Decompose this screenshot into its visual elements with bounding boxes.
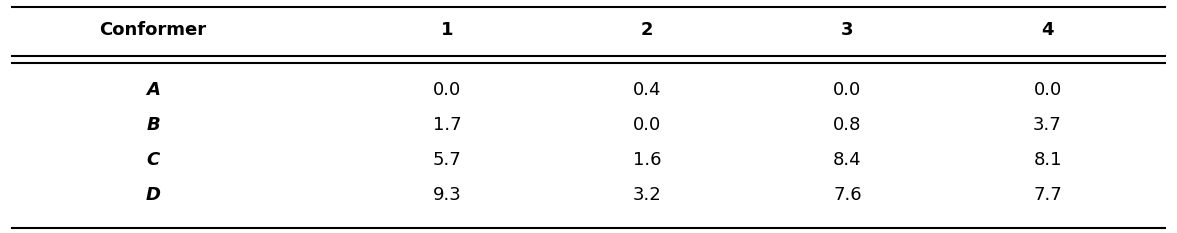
Text: 1.7: 1.7 — [433, 116, 461, 134]
Text: 0.0: 0.0 — [633, 116, 661, 134]
Text: 2: 2 — [641, 21, 653, 39]
Text: 5.7: 5.7 — [433, 151, 461, 169]
Text: 0.4: 0.4 — [633, 81, 661, 99]
Text: 3: 3 — [842, 21, 853, 39]
Text: 7.7: 7.7 — [1033, 186, 1062, 204]
Text: 0.8: 0.8 — [833, 116, 862, 134]
Text: 1.6: 1.6 — [633, 151, 661, 169]
Text: 3.7: 3.7 — [1033, 116, 1062, 134]
Text: 8.4: 8.4 — [833, 151, 862, 169]
Text: 7.6: 7.6 — [833, 186, 862, 204]
Text: 0.0: 0.0 — [1033, 81, 1062, 99]
Text: B: B — [146, 116, 160, 134]
Text: 0.0: 0.0 — [433, 81, 461, 99]
Text: 4: 4 — [1042, 21, 1053, 39]
Text: 8.1: 8.1 — [1033, 151, 1062, 169]
Text: D: D — [146, 186, 160, 204]
Text: 0.0: 0.0 — [833, 81, 862, 99]
Text: 1: 1 — [441, 21, 453, 39]
Text: 9.3: 9.3 — [433, 186, 461, 204]
Text: Conformer: Conformer — [99, 21, 207, 39]
Text: 3.2: 3.2 — [633, 186, 661, 204]
Text: A: A — [146, 81, 160, 99]
Text: C: C — [146, 151, 160, 169]
